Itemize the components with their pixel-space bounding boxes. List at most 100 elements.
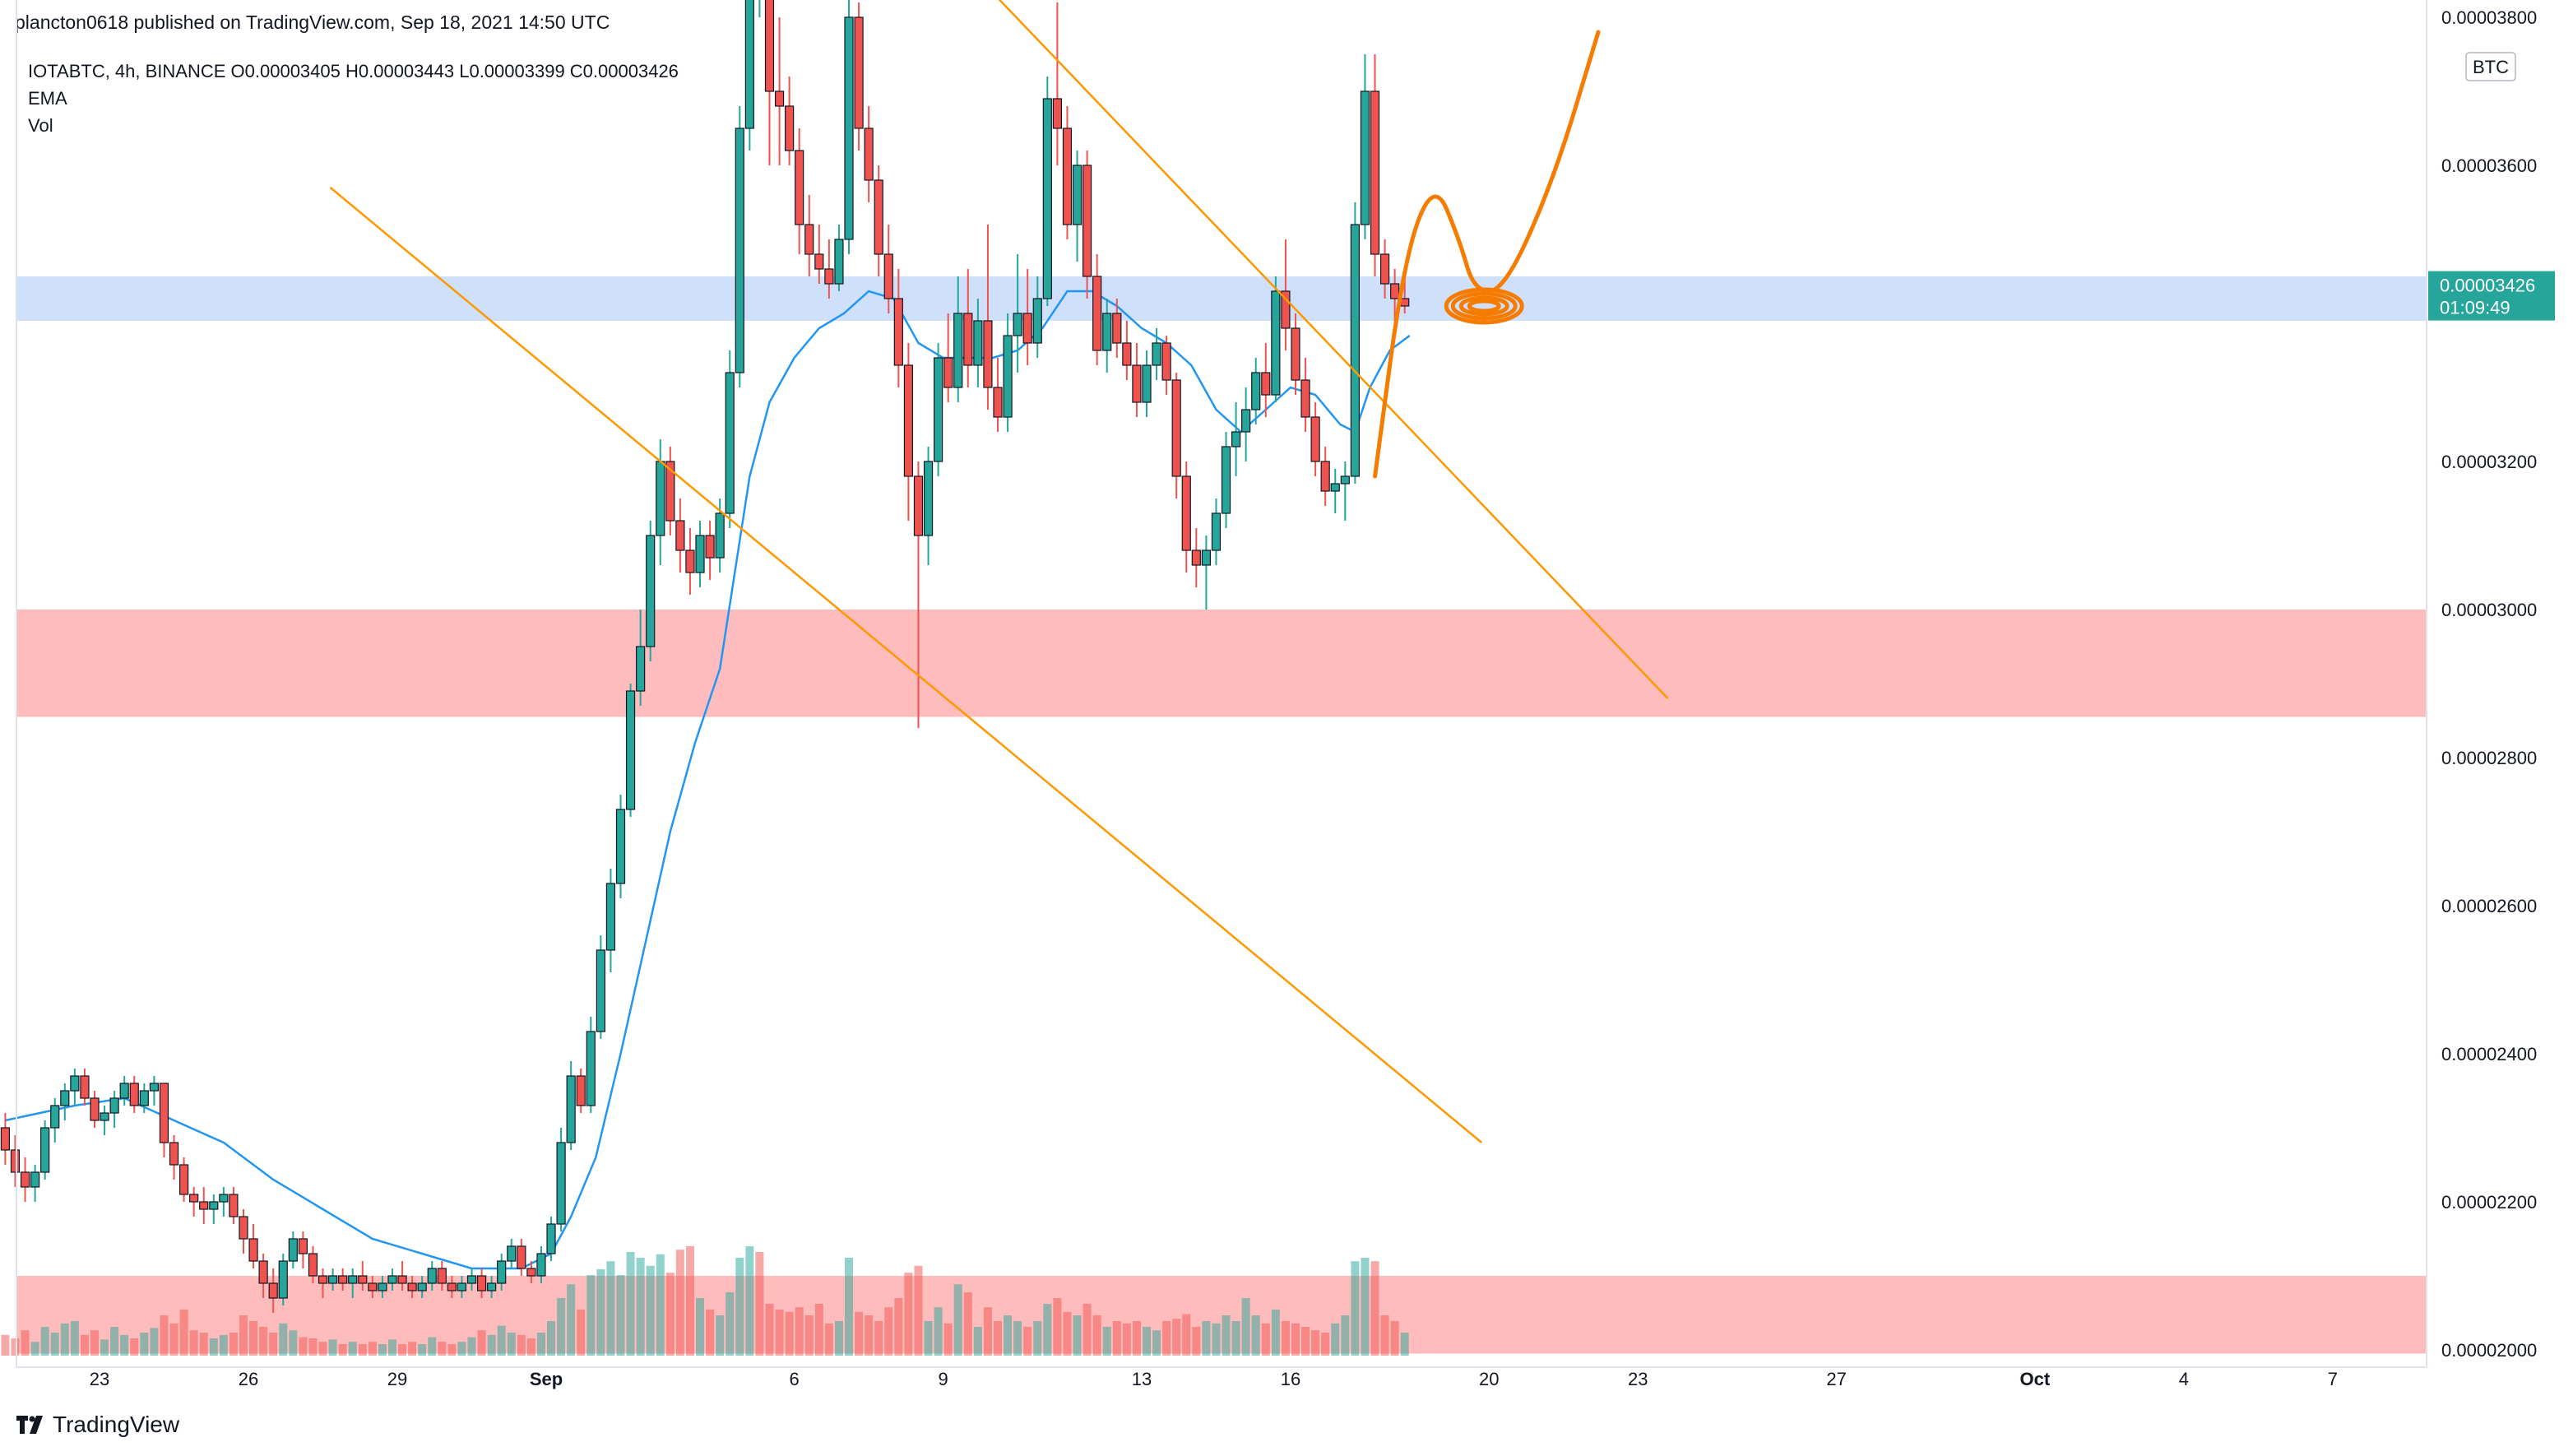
- candle-body: [893, 298, 903, 366]
- candle-body: [546, 1223, 556, 1254]
- volume-bar: [507, 1333, 516, 1356]
- candle-body: [1161, 342, 1171, 381]
- candle-body: [517, 1245, 526, 1269]
- candle-body: [338, 1275, 348, 1284]
- volume-bar: [1202, 1321, 1211, 1356]
- candle-body: [983, 320, 993, 388]
- volume-bar: [1122, 1323, 1131, 1356]
- volume-bar: [557, 1298, 566, 1356]
- volume-bar: [924, 1321, 933, 1356]
- volume-bar: [477, 1330, 486, 1356]
- projection-path: [1373, 30, 1601, 479]
- volume-bar: [785, 1311, 794, 1356]
- vol-legend[interactable]: Vol: [28, 115, 53, 136]
- candle-body: [864, 128, 874, 181]
- volume-bar: [1033, 1321, 1042, 1356]
- candle-body: [1132, 364, 1142, 403]
- candle-body: [566, 1075, 576, 1143]
- candle-body: [1201, 549, 1211, 566]
- candle-body: [229, 1194, 239, 1217]
- candle-body: [1300, 379, 1310, 418]
- volume-bar: [577, 1310, 586, 1356]
- ema-line: [5, 290, 1411, 1270]
- candle-body: [556, 1142, 566, 1225]
- x-tick-label: 23: [1628, 1369, 1648, 1389]
- target-circle: [1444, 287, 1524, 325]
- candle-body: [447, 1282, 457, 1291]
- candle-body: [646, 535, 656, 647]
- axes-layer: 0.00002000 0.00002200 0.00002400 0.00002600…: [16, 0, 2555, 1389]
- target-circle: [1450, 291, 1518, 321]
- target-circle: [1467, 299, 1501, 313]
- candle-body: [10, 1149, 21, 1173]
- volume-bar: [299, 1337, 308, 1356]
- volume-bar: [30, 1342, 39, 1356]
- candle-body: [1320, 461, 1330, 492]
- candle-body: [923, 461, 934, 536]
- volume-bar: [1053, 1298, 1062, 1356]
- volume-bar: [269, 1333, 278, 1356]
- volume-bar: [824, 1323, 833, 1356]
- volume-bar: [308, 1338, 318, 1356]
- volume-bar: [596, 1269, 605, 1356]
- candle-body: [1261, 372, 1271, 396]
- volume-bar: [1013, 1321, 1022, 1356]
- volume-bar: [1361, 1258, 1370, 1356]
- candle-body: [119, 1083, 129, 1099]
- y-tick-label: 0.00003000: [2441, 600, 2537, 620]
- volume-bar: [50, 1333, 59, 1356]
- candle-body: [665, 461, 675, 522]
- candle-body: [1241, 409, 1251, 433]
- candle-body: [586, 1031, 596, 1106]
- volume-bar: [1092, 1315, 1101, 1356]
- candle-body: [1340, 475, 1350, 485]
- candle-body: [70, 1075, 80, 1092]
- volume-bar: [735, 1258, 744, 1356]
- currency-label: BTC: [2473, 57, 2509, 77]
- candle-body: [605, 883, 616, 951]
- volume-bar: [1351, 1261, 1360, 1356]
- volume-bar: [160, 1315, 169, 1356]
- volume-bar: [21, 1330, 30, 1356]
- candle-body: [725, 372, 735, 514]
- volume-bar: [934, 1307, 943, 1356]
- volume-bar: [1043, 1304, 1052, 1356]
- volume-bar: [1301, 1327, 1310, 1356]
- candle-body: [785, 105, 795, 151]
- x-tick-label: 29: [387, 1369, 407, 1389]
- volume-bar: [536, 1333, 545, 1356]
- candle-body: [288, 1238, 298, 1262]
- volume-bar: [745, 1246, 754, 1356]
- candle-body: [1013, 313, 1022, 336]
- candle-body: [973, 320, 983, 366]
- volume-bar: [755, 1252, 764, 1356]
- candle-body: [199, 1201, 209, 1210]
- volume-bar: [616, 1275, 625, 1356]
- currency-badge: [2465, 52, 2516, 81]
- y-tick-label: 0.00002600: [2441, 896, 2537, 916]
- x-tick-label: 27: [1826, 1369, 1846, 1389]
- volume-bar: [726, 1292, 735, 1356]
- candle-body: [1022, 313, 1032, 344]
- candle-body: [615, 809, 626, 884]
- candle-body: [536, 1253, 546, 1277]
- volume-bar: [1271, 1310, 1280, 1356]
- volume-bar: [706, 1310, 715, 1356]
- candle-body: [1112, 313, 1122, 344]
- symbol-ohlc-line[interactable]: IOTABTC, 4h, BINANCE O0.00003405 H0.0000…: [28, 61, 679, 81]
- volume-bar: [1261, 1323, 1270, 1356]
- candle-body: [60, 1090, 70, 1106]
- volume-bar: [80, 1334, 89, 1356]
- ema-legend[interactable]: EMA: [28, 88, 67, 109]
- candle-body: [40, 1127, 50, 1173]
- candle-body: [239, 1216, 248, 1240]
- candle-body: [814, 253, 824, 270]
- volume-bar: [994, 1321, 1003, 1356]
- candle-body: [1211, 512, 1222, 551]
- volume-bar: [110, 1327, 119, 1356]
- x-tick-label: Sep: [530, 1369, 563, 1389]
- volume-bar: [547, 1321, 556, 1356]
- candle-body: [636, 646, 646, 692]
- tradingview-logo[interactable]: TradingView: [16, 1412, 179, 1438]
